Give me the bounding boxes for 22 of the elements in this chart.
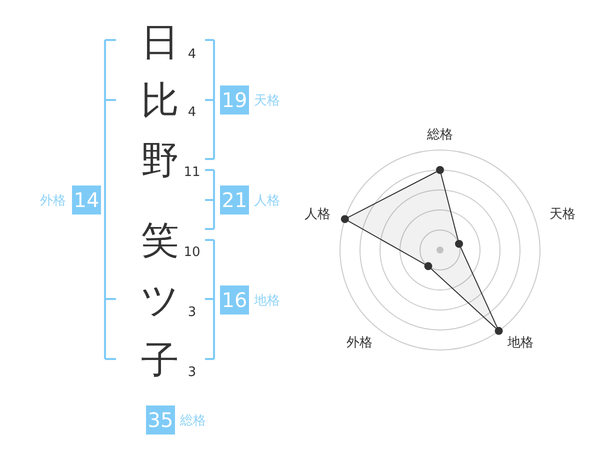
category-label: 笑	[141, 218, 179, 262]
spoke-label: 地格	[506, 336, 534, 351]
data-label: 11	[184, 165, 200, 180]
category-label: 比	[141, 78, 179, 122]
data-label: 10	[184, 245, 200, 260]
category-label: 地格	[253, 294, 280, 308]
category-label: 外格	[40, 194, 66, 208]
category-label: 子	[141, 338, 179, 382]
data-label: 4	[188, 47, 196, 62]
spoke-label: 天格	[549, 206, 576, 222]
data-label: 3	[188, 305, 196, 320]
category-label: 人格	[254, 194, 280, 208]
data-label: 3	[188, 365, 196, 380]
category-label: 日	[141, 20, 179, 64]
category-label: 野	[141, 138, 179, 182]
data-label: 4	[188, 105, 196, 120]
spoke-label: 人格	[304, 206, 331, 222]
category-label: 天格	[254, 94, 280, 108]
category-label: 総格	[179, 414, 206, 428]
category-label: ツ	[140, 278, 180, 322]
spoke-label: 外格	[346, 336, 372, 351]
spoke-label: 総格	[426, 128, 453, 142]
